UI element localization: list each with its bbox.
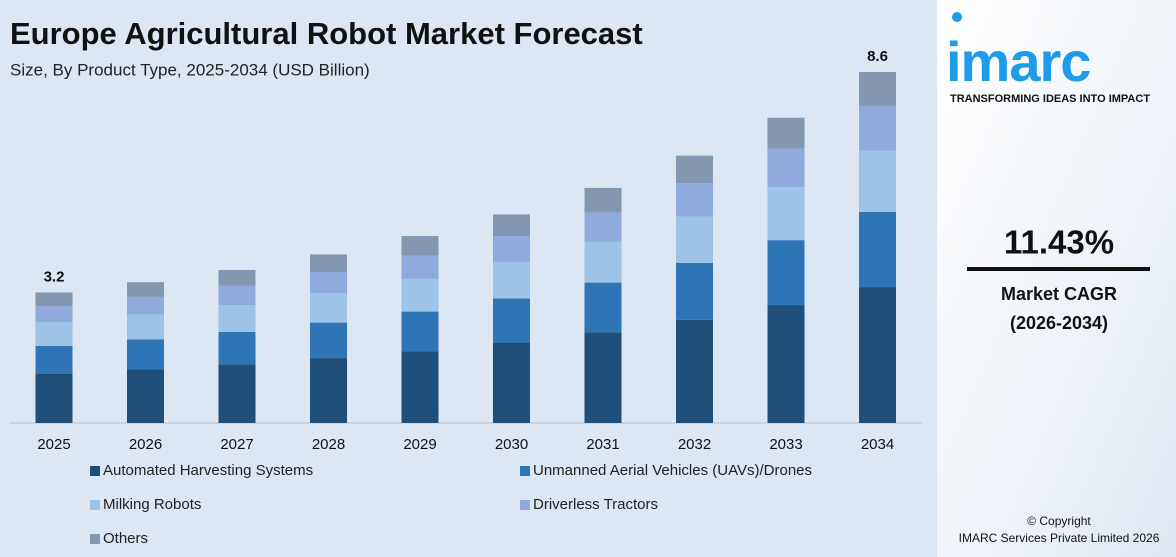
bar-segment	[859, 211, 896, 288]
bar-segment	[584, 241, 622, 283]
total-label: 3.2	[44, 268, 65, 285]
bar-segment	[767, 240, 805, 306]
bar-segment	[310, 271, 347, 294]
legend-label: Driverless Tractors	[533, 496, 658, 513]
bar-segment	[218, 331, 256, 365]
bar-segment	[218, 285, 256, 306]
legend-swatch	[90, 534, 100, 544]
bar-segment	[493, 214, 530, 237]
cagr-label: Market CAGR	[1001, 284, 1117, 304]
x-tick-label: 2025	[37, 436, 70, 453]
copyright: © Copyright	[1027, 514, 1091, 528]
x-tick-label: 2029	[403, 436, 436, 453]
bar-segment	[767, 305, 805, 423]
bar-segment	[401, 255, 439, 279]
bar-segment	[859, 287, 896, 423]
bar-segment	[676, 263, 713, 320]
bar-segment	[35, 322, 73, 346]
bar-segment	[401, 278, 439, 312]
bar-segment	[401, 236, 439, 256]
legend-swatch	[520, 466, 530, 476]
company: IMARC Services Private Limited 2026	[959, 531, 1160, 545]
bar-segment	[218, 364, 256, 423]
chart-subtitle: Size, By Product Type, 2025-2034 (USD Bi…	[10, 60, 370, 79]
bar-segment	[584, 187, 622, 213]
total-label: 8.6	[867, 48, 888, 65]
legend-label: Automated Harvesting Systems	[103, 462, 313, 479]
legend-label: Others	[103, 530, 148, 547]
bar-segment	[310, 293, 347, 323]
bar-segment	[218, 305, 256, 332]
x-tick-label: 2027	[220, 436, 253, 453]
x-tick-label: 2034	[861, 436, 894, 453]
bar-segment	[584, 212, 622, 242]
logo-dot	[952, 12, 962, 22]
x-tick-label: 2033	[769, 436, 802, 453]
bar-segment	[493, 262, 530, 299]
bar-segment	[676, 216, 713, 264]
bar-segment	[493, 236, 530, 263]
bar-segment	[584, 332, 622, 423]
x-tick-label: 2030	[495, 436, 528, 453]
bar-segment	[767, 117, 805, 149]
bar-segment	[127, 314, 164, 340]
bar-segment	[35, 345, 73, 374]
bar-segment	[493, 342, 530, 423]
legend-swatch	[90, 500, 100, 510]
side-panel	[937, 0, 1176, 557]
bar-segment	[310, 254, 347, 272]
bar-segment	[35, 292, 73, 307]
legend-label: Unmanned Aerial Vehicles (UAVs)/Drones	[533, 462, 812, 479]
legend-label: Milking Robots	[103, 496, 201, 513]
bar-segment	[127, 339, 164, 370]
bar-segment	[859, 150, 896, 212]
cagr-period: (2026-2034)	[1010, 313, 1108, 333]
bar-segment	[401, 351, 439, 423]
bar-segment	[35, 306, 73, 323]
tagline: TRANSFORMING IDEAS INTO IMPACT	[950, 93, 1150, 105]
bar-segment	[401, 311, 439, 352]
bar-segment	[767, 187, 805, 241]
x-tick-label: 2031	[586, 436, 619, 453]
bar-segment	[493, 298, 530, 343]
bar-segment	[127, 296, 164, 315]
bar-segment	[767, 148, 805, 188]
x-tick-label: 2028	[312, 436, 345, 453]
bar-segment	[35, 373, 73, 423]
bar-segment	[584, 282, 622, 333]
x-tick-label: 2026	[129, 436, 162, 453]
cagr-value: 11.43%	[1004, 224, 1114, 261]
bar-segment	[859, 105, 896, 151]
bar-segment	[127, 369, 164, 423]
bar-segment	[218, 269, 256, 286]
logo: imarc	[946, 30, 1090, 93]
bar-segment	[310, 322, 347, 359]
bar-segment	[859, 72, 896, 106]
chart-title: Europe Agricultural Robot Market Forecas…	[10, 16, 643, 51]
bar-segment	[676, 183, 713, 217]
legend-swatch	[90, 466, 100, 476]
bar-segment	[127, 282, 164, 297]
divider	[967, 267, 1150, 271]
bar-segment	[676, 319, 713, 423]
x-tick-label: 2032	[678, 436, 711, 453]
bar-segment	[676, 155, 713, 184]
legend-swatch	[520, 500, 530, 510]
bar-segment	[310, 358, 347, 423]
